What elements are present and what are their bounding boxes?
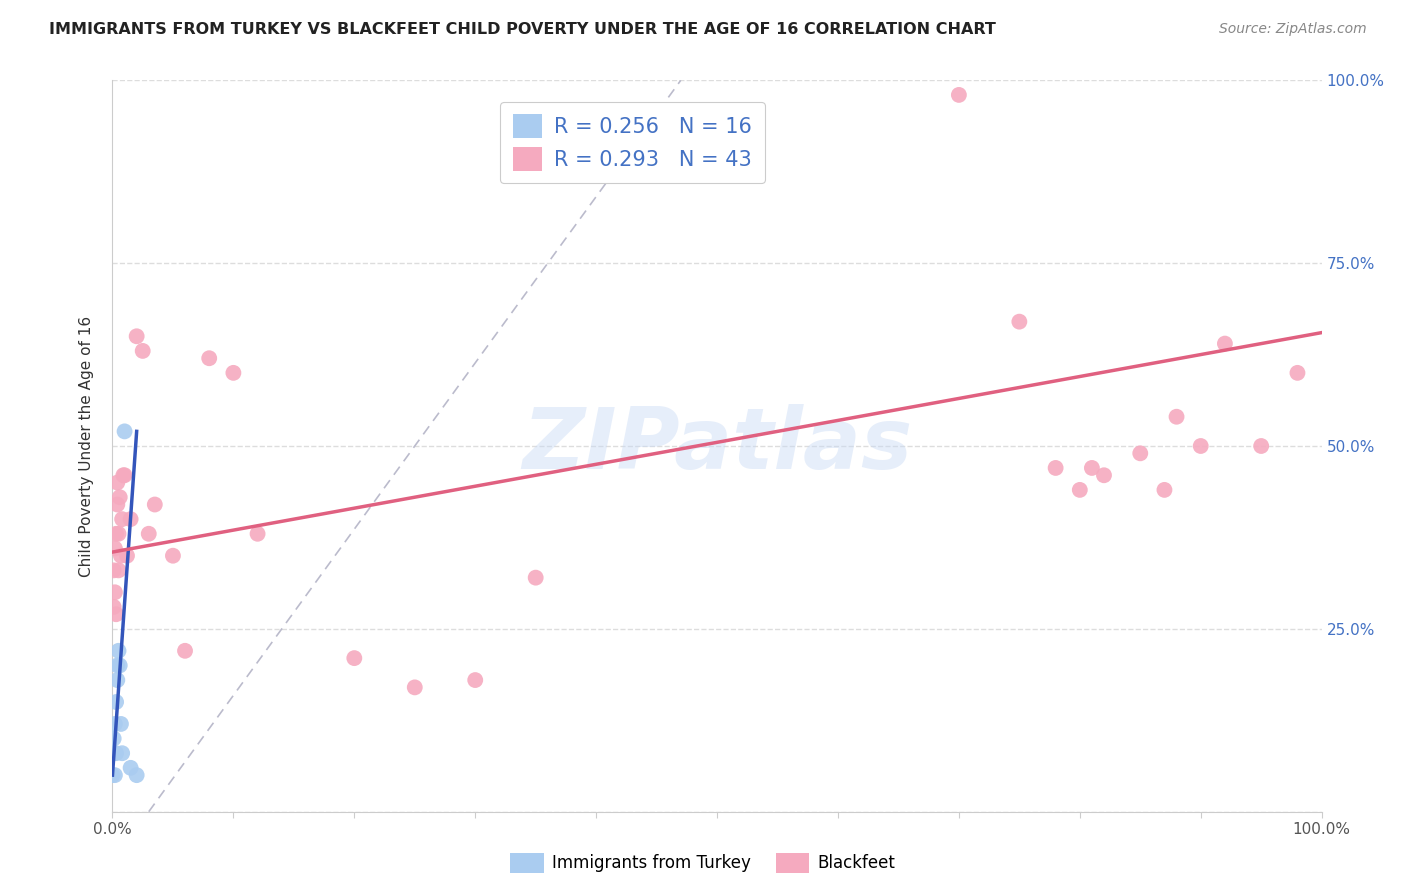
Point <box>105 695 128 709</box>
Point <box>107 526 129 541</box>
Point <box>104 585 127 599</box>
Point <box>115 549 138 563</box>
Point <box>174 644 197 658</box>
Point <box>198 351 221 366</box>
Point <box>1045 461 1067 475</box>
Point <box>1008 315 1031 329</box>
Point <box>246 526 269 541</box>
Point <box>111 746 134 760</box>
Point <box>107 644 129 658</box>
Text: ZIPatlas: ZIPatlas <box>522 404 912 488</box>
Point <box>222 366 245 380</box>
Point <box>111 512 134 526</box>
Point <box>104 541 127 556</box>
Point <box>107 563 129 577</box>
Legend: R = 0.256   N = 16, R = 0.293   N = 43: R = 0.256 N = 16, R = 0.293 N = 43 <box>501 102 765 183</box>
Text: IMMIGRANTS FROM TURKEY VS BLACKFEET CHILD POVERTY UNDER THE AGE OF 16 CORRELATIO: IMMIGRANTS FROM TURKEY VS BLACKFEET CHIL… <box>49 22 995 37</box>
Point <box>1153 483 1175 497</box>
Point <box>101 768 124 782</box>
Point <box>103 731 125 746</box>
Point <box>105 498 128 512</box>
Point <box>103 746 125 760</box>
Point <box>1129 446 1152 460</box>
Point <box>125 329 148 343</box>
Y-axis label: Child Poverty Under the Age of 16: Child Poverty Under the Age of 16 <box>79 316 94 576</box>
Point <box>103 599 125 614</box>
Point <box>105 746 128 760</box>
Point <box>132 343 155 358</box>
Point <box>105 475 128 490</box>
Point <box>103 563 125 577</box>
Point <box>114 468 136 483</box>
Point <box>105 673 128 687</box>
Point <box>1286 366 1309 380</box>
Point <box>1213 336 1236 351</box>
Point <box>120 761 142 775</box>
Point <box>524 571 547 585</box>
Point <box>104 768 127 782</box>
Point <box>1250 439 1272 453</box>
Point <box>1166 409 1188 424</box>
Point <box>104 717 127 731</box>
Point <box>114 425 136 439</box>
Point <box>143 498 166 512</box>
Point <box>120 512 142 526</box>
Point <box>404 681 426 695</box>
Point <box>1189 439 1212 453</box>
Point <box>138 526 160 541</box>
Point <box>108 658 131 673</box>
Point <box>105 526 128 541</box>
Point <box>125 768 148 782</box>
Point <box>1081 461 1104 475</box>
Point <box>105 607 128 622</box>
Point <box>1092 468 1115 483</box>
Point <box>948 87 970 102</box>
Point <box>112 468 135 483</box>
Point <box>108 490 131 504</box>
Point <box>105 658 128 673</box>
Point <box>343 651 366 665</box>
Legend: Immigrants from Turkey, Blackfeet: Immigrants from Turkey, Blackfeet <box>503 847 903 880</box>
Point <box>1069 483 1091 497</box>
Point <box>110 717 132 731</box>
Text: Source: ZipAtlas.com: Source: ZipAtlas.com <box>1219 22 1367 37</box>
Point <box>464 673 486 687</box>
Point <box>162 549 184 563</box>
Point <box>110 549 132 563</box>
